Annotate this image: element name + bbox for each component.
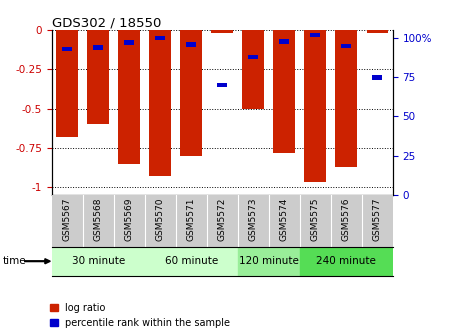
Bar — [242, 30, 264, 109]
Bar — [279, 39, 289, 44]
Text: GDS302 / 18550: GDS302 / 18550 — [52, 16, 161, 29]
Bar — [87, 30, 109, 124]
Text: 30 minute: 30 minute — [71, 256, 125, 266]
Bar — [273, 30, 295, 153]
Text: time: time — [2, 256, 26, 266]
Bar — [217, 83, 227, 87]
Bar — [304, 30, 326, 182]
Bar — [341, 44, 351, 48]
Bar — [145, 247, 238, 276]
Bar — [56, 30, 78, 137]
Text: GSM5574: GSM5574 — [280, 198, 289, 241]
Text: GSM5568: GSM5568 — [94, 198, 103, 241]
Bar — [93, 45, 103, 50]
Text: GSM5572: GSM5572 — [218, 198, 227, 241]
Bar — [373, 75, 382, 80]
Bar — [248, 54, 258, 59]
Bar — [155, 36, 165, 40]
Bar — [300, 247, 393, 276]
Legend: log ratio, percentile rank within the sample: log ratio, percentile rank within the sa… — [50, 303, 230, 328]
Text: GSM5573: GSM5573 — [249, 198, 258, 241]
Text: GSM5567: GSM5567 — [63, 198, 72, 241]
Bar — [150, 30, 171, 176]
Text: 60 minute: 60 minute — [165, 256, 218, 266]
Text: GSM5571: GSM5571 — [187, 198, 196, 241]
Bar — [180, 30, 202, 156]
Text: GSM5570: GSM5570 — [156, 198, 165, 241]
Bar — [310, 33, 320, 37]
Bar — [238, 247, 300, 276]
Text: 240 minute: 240 minute — [317, 256, 376, 266]
Text: GSM5577: GSM5577 — [373, 198, 382, 241]
Bar — [366, 30, 388, 33]
Bar — [62, 47, 72, 51]
Text: GSM5576: GSM5576 — [342, 198, 351, 241]
Text: GSM5575: GSM5575 — [311, 198, 320, 241]
Bar — [124, 40, 134, 45]
Text: 120 minute: 120 minute — [239, 256, 299, 266]
Bar — [119, 30, 140, 164]
Bar — [52, 247, 145, 276]
Text: GSM5569: GSM5569 — [125, 198, 134, 241]
Bar — [186, 42, 196, 47]
Bar — [335, 30, 357, 167]
Bar — [211, 30, 233, 33]
